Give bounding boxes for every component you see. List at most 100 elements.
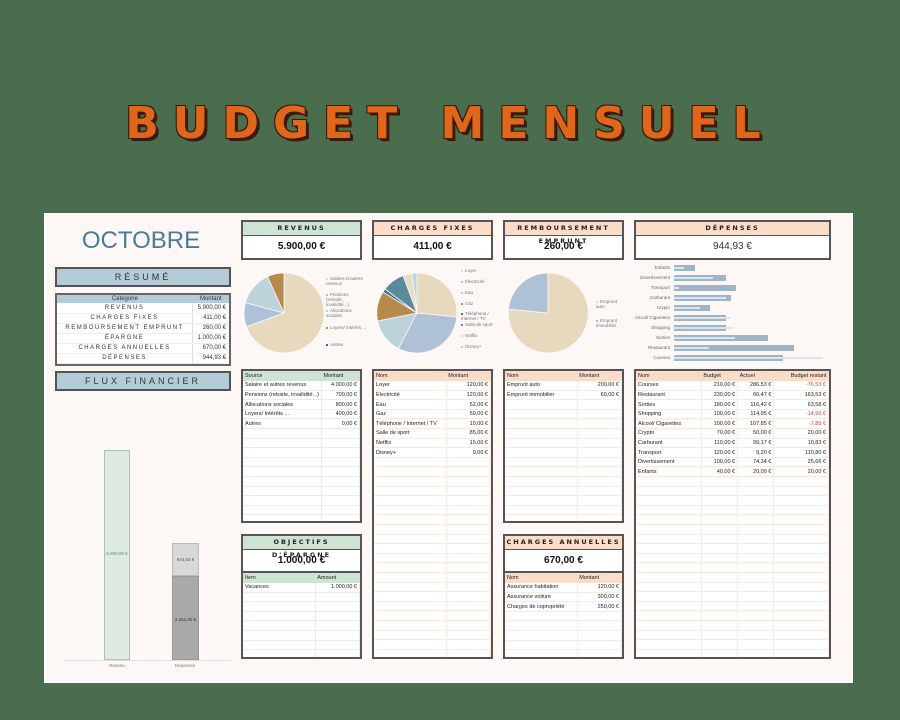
table-row[interactable]	[505, 418, 622, 430]
table-row[interactable]: Charges de copropriété 250,00 €	[505, 601, 622, 612]
table-row[interactable]: Crypto 70,00 €50,00 €20,00 €	[636, 428, 829, 439]
table-row[interactable]	[505, 438, 622, 449]
table-row[interactable]	[505, 514, 622, 521]
table-row[interactable]	[636, 591, 829, 602]
table-row[interactable]	[505, 447, 622, 458]
table-row[interactable]: Courses 210,00 €286,53 € -76,53 €	[636, 380, 829, 391]
table-row[interactable]	[636, 649, 829, 657]
table-row[interactable]	[374, 457, 491, 468]
table-row[interactable]	[505, 466, 622, 478]
table-row[interactable]: Eau 52,00 €	[374, 399, 491, 410]
table-row[interactable]	[505, 630, 622, 641]
table-row[interactable]: Assurance habitation 120,00 €	[505, 582, 622, 593]
table-row[interactable]	[374, 562, 491, 573]
table-row[interactable]: Allocations sociales 800,00 €	[243, 399, 360, 410]
table-row[interactable]: Téléphone / Internet / TV 10,00 €	[374, 418, 491, 430]
table-row[interactable]	[636, 505, 829, 516]
table-row[interactable]	[243, 620, 360, 632]
table-row[interactable]: Disney+ 9,00 €	[374, 447, 491, 458]
table-row[interactable]: Emprunt immobilier 60,00 €	[505, 390, 622, 401]
table-row[interactable]	[636, 630, 829, 641]
table-row[interactable]	[243, 505, 360, 516]
table-row[interactable]: Électricité 120,00 €	[374, 390, 491, 401]
table-row[interactable]: Gaz 50,00 €	[374, 409, 491, 420]
table-row[interactable]	[374, 553, 491, 564]
table-row[interactable]	[243, 447, 360, 458]
table-row[interactable]: Autres 0,00 €	[243, 418, 360, 430]
table-row[interactable]	[636, 601, 829, 612]
table-row[interactable]	[636, 495, 829, 506]
table-row[interactable]	[243, 486, 360, 497]
table-row[interactable]	[374, 466, 491, 478]
table-row[interactable]	[505, 399, 622, 410]
table-row[interactable]	[636, 639, 829, 650]
table-row[interactable]: Restaurant 230,00 €66,47 €163,53 €	[636, 390, 829, 401]
table-row[interactable]: Sorties 180,00 €116,42 €63,58 €	[636, 399, 829, 410]
table-row[interactable]: Divertissement 100,00 €74,34 €25,66 €	[636, 457, 829, 468]
table-row[interactable]	[243, 476, 360, 487]
table-row[interactable]	[374, 601, 491, 612]
table-row[interactable]	[243, 514, 360, 521]
table-row[interactable]	[636, 534, 829, 545]
table-row[interactable]	[374, 591, 491, 602]
table-row[interactable]	[505, 495, 622, 506]
table-row[interactable]	[374, 524, 491, 535]
table-row[interactable]	[243, 649, 360, 657]
table-row[interactable]: Transport 120,00 €9,20 €110,80 €	[636, 447, 829, 458]
table-row[interactable]	[636, 514, 829, 525]
table-row[interactable]	[505, 505, 622, 516]
table-row[interactable]	[243, 611, 360, 622]
table-row[interactable]	[636, 524, 829, 535]
table-row[interactable]	[374, 534, 491, 545]
table-row[interactable]	[243, 457, 360, 468]
table-row[interactable]	[374, 495, 491, 506]
table-row[interactable]: Assurance voiture 300,00 €	[505, 592, 622, 603]
table-row[interactable]	[636, 562, 829, 573]
table-row[interactable]	[374, 620, 491, 631]
table-row[interactable]	[243, 640, 360, 651]
table-row[interactable]: Vacances 1.000,00 €	[243, 582, 360, 593]
table-row[interactable]	[505, 611, 622, 622]
table-row[interactable]	[636, 620, 829, 631]
table-row[interactable]	[636, 543, 829, 554]
table-row[interactable]	[374, 630, 491, 641]
table-row[interactable]	[505, 457, 622, 468]
table-row[interactable]: Salle de sport 85,00 €	[374, 428, 491, 439]
table-row[interactable]: Loyers/ Intérêts ... 400,00 €	[243, 409, 360, 420]
table-row[interactable]	[243, 630, 360, 641]
table-row[interactable]	[636, 486, 829, 497]
table-row[interactable]	[505, 640, 622, 651]
table-row[interactable]	[374, 649, 491, 657]
table-row[interactable]	[636, 582, 829, 593]
table-row[interactable]	[636, 610, 829, 621]
table-row[interactable]	[374, 514, 491, 525]
table-row[interactable]	[505, 486, 622, 497]
table-row[interactable]: Loyer 120,00 €	[374, 380, 491, 391]
table-row[interactable]	[374, 505, 491, 516]
table-row[interactable]	[243, 466, 360, 478]
table-row[interactable]	[374, 582, 491, 593]
table-row[interactable]	[505, 620, 622, 632]
table-row[interactable]	[374, 476, 491, 487]
table-row[interactable]: Emprunt auto 200,00 €	[505, 380, 622, 391]
table-row[interactable]	[243, 438, 360, 449]
table-row[interactable]	[505, 649, 622, 657]
table-row[interactable]	[374, 486, 491, 497]
table-row[interactable]: Shopping 100,00 €114,95 € -14,95 €	[636, 409, 829, 420]
table-row[interactable]	[505, 428, 622, 439]
table-row[interactable]: Netflix 15,00 €	[374, 438, 491, 449]
table-row[interactable]	[505, 409, 622, 420]
table-row[interactable]	[505, 476, 622, 487]
table-row[interactable]	[636, 476, 829, 487]
table-row[interactable]	[243, 601, 360, 612]
table-row[interactable]: Enfants 40,00 €20,00 €20,00 €	[636, 466, 829, 478]
table-row[interactable]	[374, 610, 491, 621]
table-row[interactable]	[636, 553, 829, 564]
table-row[interactable]	[243, 495, 360, 506]
table-row[interactable]	[374, 543, 491, 554]
table-row[interactable]	[374, 639, 491, 650]
table-row[interactable]	[243, 428, 360, 439]
table-row[interactable]: Salaire et autres revenus 4.000,00 €	[243, 380, 360, 391]
table-row[interactable]	[243, 592, 360, 603]
table-row[interactable]: Carburant 110,00 €99,17 €10,83 €	[636, 438, 829, 449]
